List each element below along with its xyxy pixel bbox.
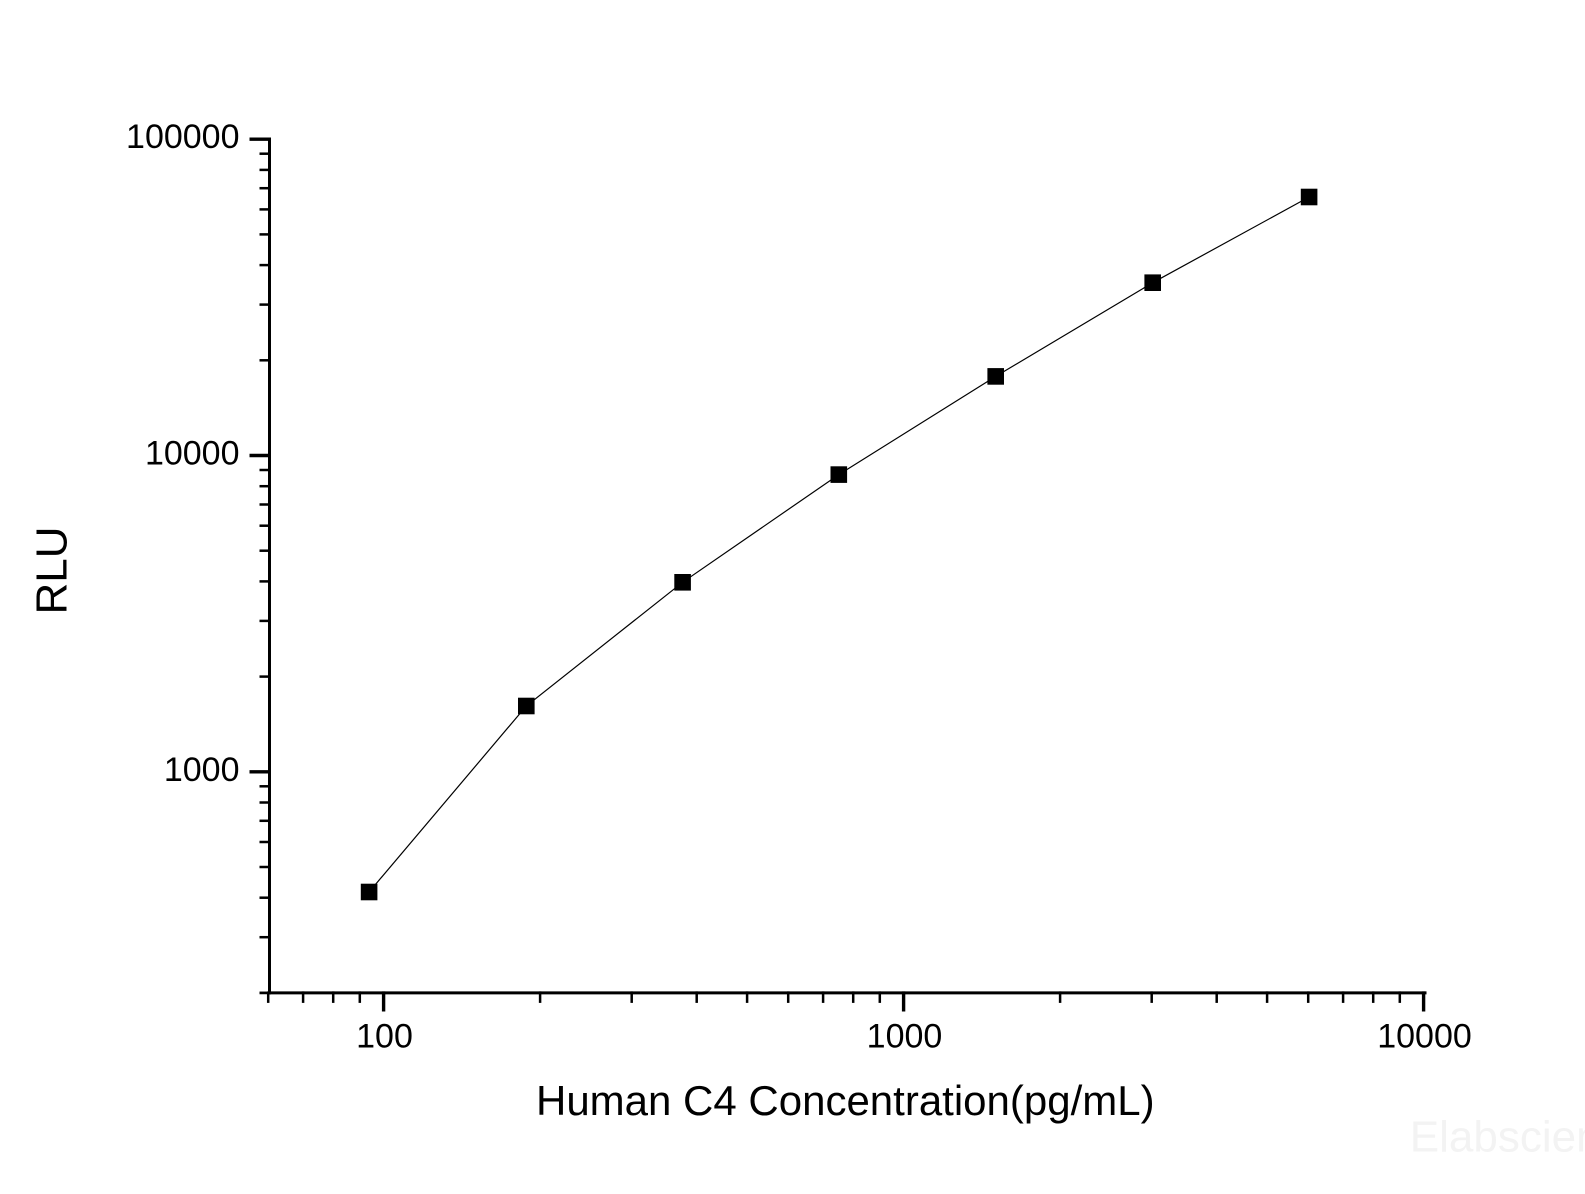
svg-text:10000: 10000	[145, 435, 240, 473]
svg-text:100: 100	[356, 1018, 413, 1056]
svg-text:Human C4 Concentration(pg/mL): Human C4 Concentration(pg/mL)	[536, 1077, 1155, 1124]
svg-text:Elabscience: Elabscience	[1410, 1113, 1585, 1162]
svg-text:10000: 10000	[1377, 1018, 1472, 1056]
svg-text:1000: 1000	[867, 1018, 943, 1056]
svg-text:100000: 100000	[126, 118, 239, 156]
svg-text:1000: 1000	[164, 751, 240, 789]
svg-text:RLU: RLU	[27, 526, 76, 614]
